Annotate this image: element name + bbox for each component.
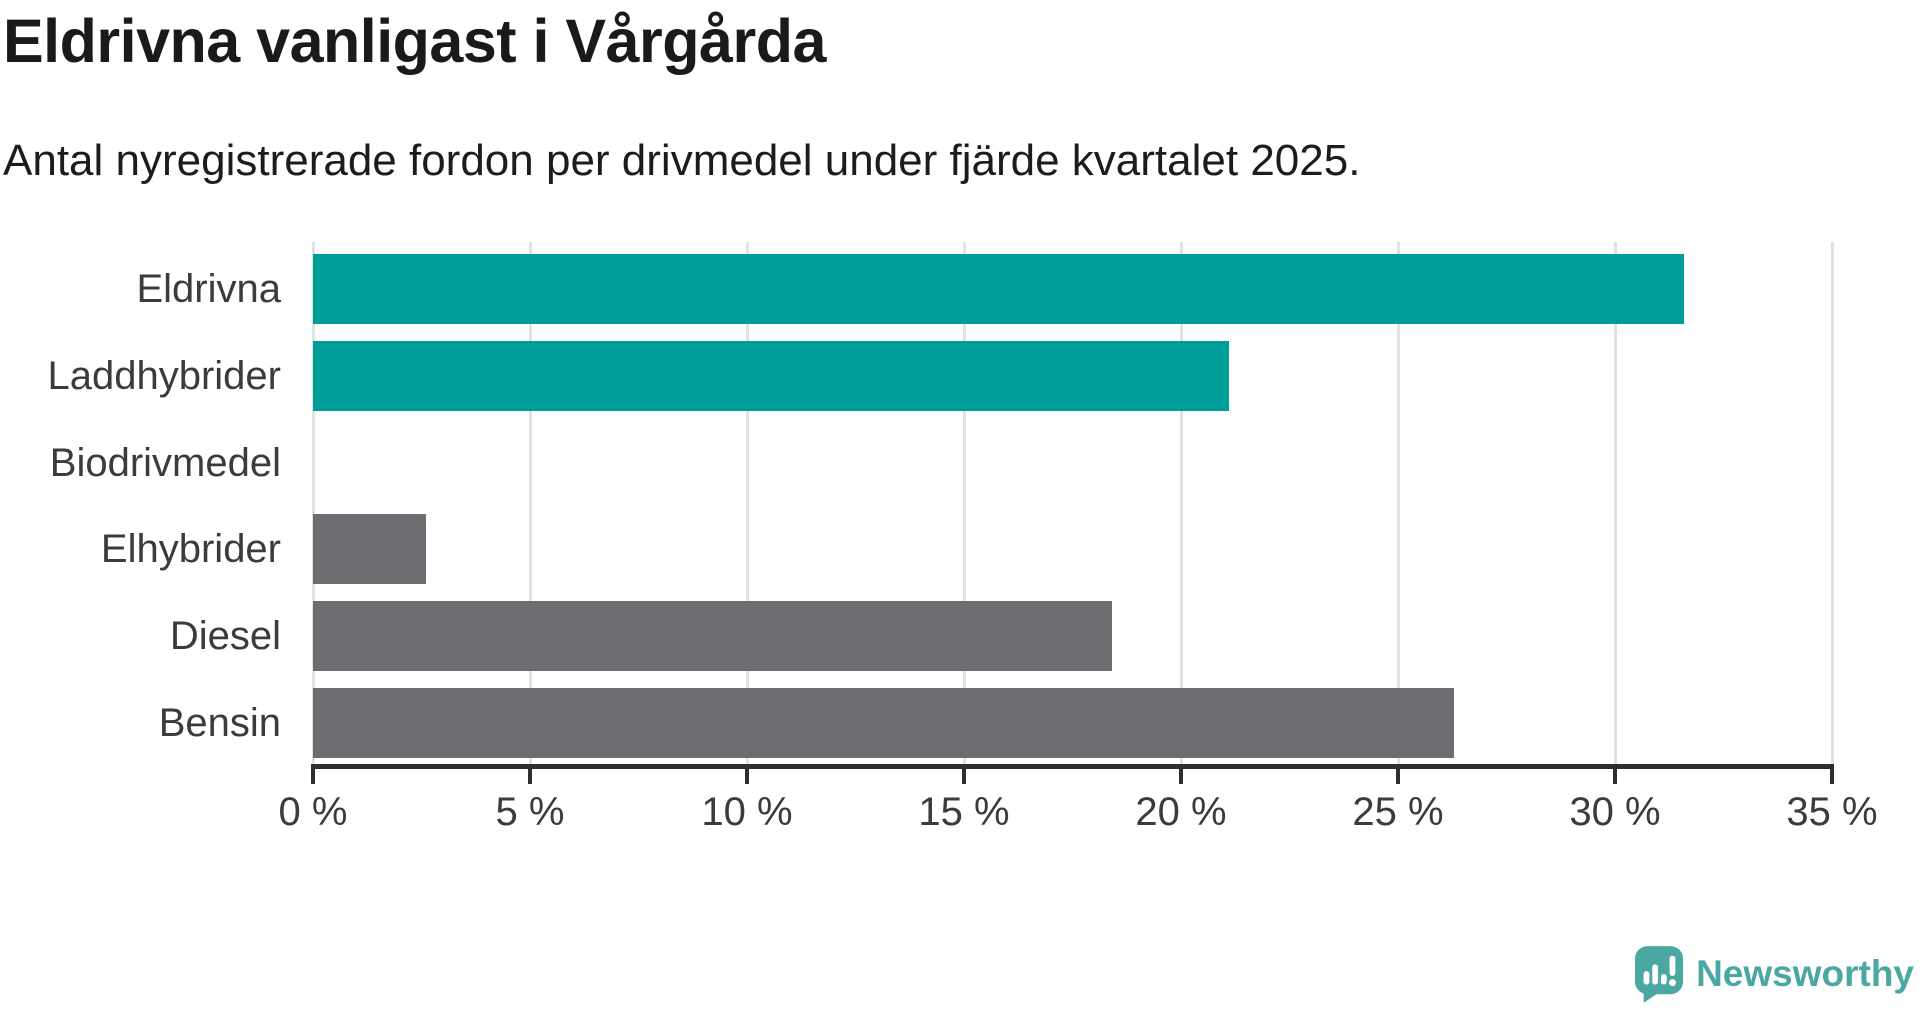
x-axis-tick-0 bbox=[311, 769, 315, 784]
gridline-30-percent bbox=[1613, 242, 1617, 764]
gridline-0-percent bbox=[311, 242, 315, 764]
category-label-eldrivna: Eldrivna bbox=[136, 267, 281, 311]
x-axis-tick-label-35: 35 % bbox=[1786, 790, 1878, 834]
x-axis-tick-label-10: 10 % bbox=[701, 790, 793, 834]
chart-title: Eldrivna vanligast i Vårgårda bbox=[3, 7, 826, 75]
x-axis-tick-label-30: 30 % bbox=[1569, 790, 1661, 834]
chart-subtitle: Antal nyregistrerade fordon per drivmede… bbox=[3, 136, 1361, 185]
bar-elhybrider bbox=[313, 514, 426, 585]
newsworthy-logo: Newsworthy bbox=[1634, 944, 1914, 1004]
x-axis-tick-label-0: 0 % bbox=[278, 790, 348, 834]
x-axis-tick-20 bbox=[1179, 769, 1183, 784]
x-axis-tick-label-25: 25 % bbox=[1352, 790, 1444, 834]
category-label-bensin: Bensin bbox=[158, 701, 281, 745]
x-axis-line bbox=[311, 764, 1834, 769]
gridline-15-percent bbox=[962, 242, 966, 764]
x-axis-tick-10 bbox=[745, 769, 749, 784]
gridline-5-percent bbox=[528, 242, 532, 764]
newsworthy-wordmark: Newsworthy bbox=[1696, 953, 1914, 994]
bar-laddhybrider bbox=[313, 340, 1229, 411]
x-axis-tick-label-20: 20 % bbox=[1135, 790, 1227, 834]
gridline-35-percent bbox=[1830, 242, 1834, 764]
gridline-20-percent bbox=[1179, 242, 1183, 764]
x-axis-tick-15 bbox=[962, 769, 966, 784]
x-axis-tick-35 bbox=[1830, 769, 1834, 784]
x-axis-tick-label-5: 5 % bbox=[495, 790, 565, 834]
bar-diesel bbox=[313, 601, 1112, 672]
bar-eldrivna bbox=[313, 254, 1685, 324]
x-axis-tick-30 bbox=[1613, 769, 1617, 784]
x-axis-tick-label-15: 15 % bbox=[918, 790, 1010, 834]
category-label-diesel: Diesel bbox=[169, 614, 281, 659]
bar-bensin bbox=[313, 688, 1455, 758]
category-label-elhybrider: Elhybrider bbox=[100, 527, 281, 572]
newsworthy-logo-icon bbox=[1635, 946, 1684, 1003]
x-axis-tick-25 bbox=[1396, 769, 1400, 784]
category-label-biodrivmedel: Biodrivmedel bbox=[49, 440, 281, 485]
gridline-25-percent bbox=[1396, 242, 1400, 764]
category-label-laddhybrider: Laddhybrider bbox=[47, 353, 282, 398]
gridline-10-percent bbox=[745, 242, 749, 764]
x-axis-tick-5 bbox=[528, 769, 532, 784]
